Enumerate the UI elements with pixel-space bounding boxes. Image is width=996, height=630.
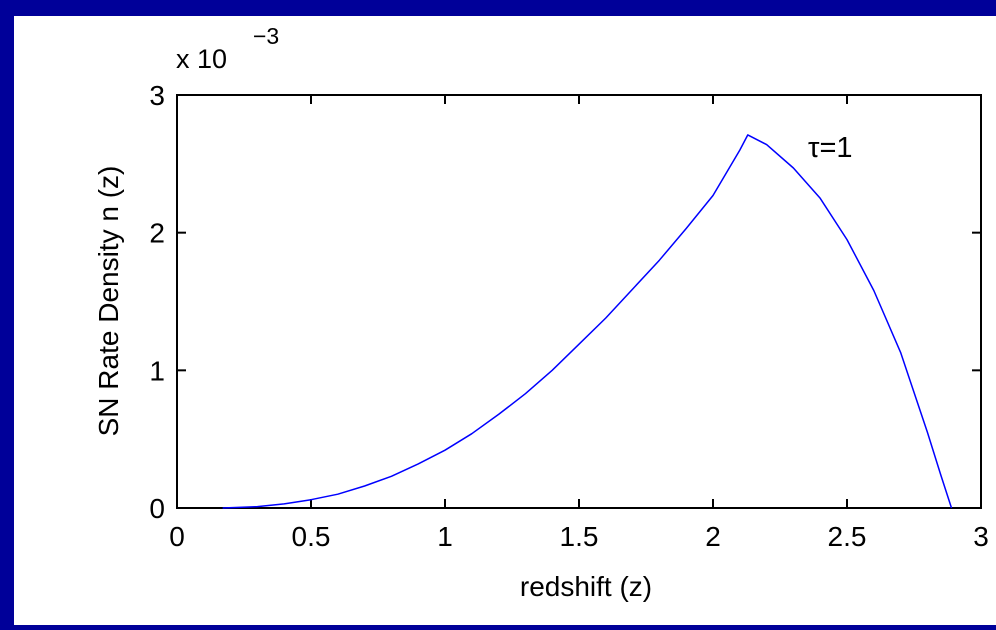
sn-rate-chart: 0 0.5 1 1.5 2 2.5 3 0 1 2 3 x 10 −3 τ=1 redshift … (93, 23, 989, 602)
axes-group (176, 94, 982, 509)
x-tick-label: 1.5 (560, 521, 599, 552)
y-multiplier-exponent: −3 (253, 23, 279, 49)
x-tick-label: 2 (705, 521, 721, 552)
y-ticks: 0 1 2 3 (149, 80, 981, 524)
x-axis-label: redshift (z) (520, 571, 652, 602)
series-line (222, 134, 953, 509)
x-tick-label: 0.5 (292, 521, 331, 552)
y-tick-label: 3 (149, 80, 165, 111)
y-tick-label: 2 (149, 218, 165, 249)
tau-annotation: τ=1 (808, 132, 853, 164)
series-layer (222, 134, 953, 509)
x-tick-label: 1 (437, 521, 453, 552)
x-ticks: 0 0.5 1 1.5 2 2.5 3 (169, 95, 989, 552)
y-tick-label: 0 (149, 493, 165, 524)
axes-box (176, 94, 982, 509)
plot-panel: 0 0.5 1 1.5 2 2.5 3 0 1 2 3 x 10 −3 τ=1 redshift … (14, 16, 996, 625)
x-tick-label: 3 (973, 521, 989, 552)
x-tick-label: 0 (169, 521, 185, 552)
y-tick-label: 1 (149, 355, 165, 386)
x-tick-label: 2.5 (828, 521, 867, 552)
y-multiplier-base: x 10 (176, 44, 227, 74)
y-axis-label: SN Rate Density n (z) (93, 166, 124, 437)
